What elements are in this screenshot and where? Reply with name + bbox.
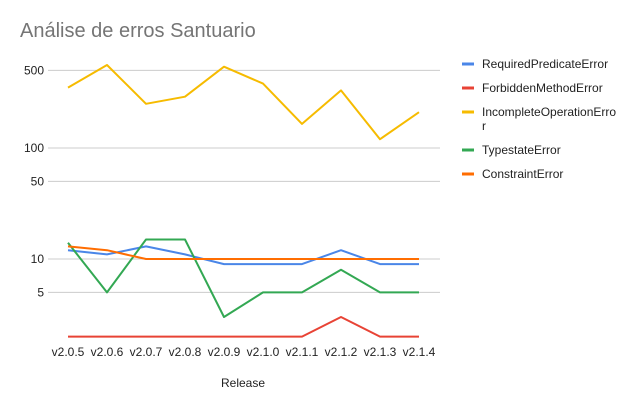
x-tick-label: v2.0.6 (91, 345, 124, 359)
x-tick-label: v2.1.1 (286, 345, 319, 359)
legend-item: TypestateError (462, 143, 561, 157)
series-line (67, 64, 420, 141)
x-axis-ticks: v2.0.5 v2.0.6 v2.0.7 v2.0.8 v2.0.9 v2.1.0 v2.1… (52, 345, 436, 359)
x-tick-label: v2.0.7 (130, 345, 163, 359)
x-axis-title: Release (221, 376, 265, 390)
y-tick-label: 100 (24, 141, 44, 155)
y-tick-label: 500 (24, 63, 44, 77)
legend-label: ForbiddenMethodError (482, 81, 603, 95)
series-line (68, 316, 419, 338)
x-tick-label: v2.1.2 (325, 345, 358, 359)
series-line (67, 245, 419, 260)
series-IncompleteOperationError (67, 64, 420, 141)
x-tick-label: v2.1.4 (403, 345, 436, 359)
x-tick-label: v2.1.3 (364, 345, 397, 359)
series-lines (67, 64, 420, 338)
legend-item: ConstraintError (462, 167, 563, 181)
legend-item: RequiredPredicateError (462, 57, 608, 71)
series-ForbiddenMethodError (67, 316, 420, 338)
y-tick-label: 10 (31, 252, 45, 266)
y-tick-label: 5 (37, 285, 44, 299)
legend-item: ForbiddenMethodError (462, 81, 603, 95)
legend-label: IncompleteOperationErro (482, 105, 616, 119)
y-tick-label: 50 (31, 174, 45, 188)
chart-title: Análise de erros Santuario (20, 20, 256, 42)
series-line (67, 245, 419, 266)
series-ConstraintError (67, 245, 420, 260)
legend-label: RequiredPredicateError (482, 57, 608, 71)
x-tick-label: v2.1.0 (247, 345, 280, 359)
series-line (67, 238, 419, 318)
legend-label: TypestateError (482, 143, 561, 157)
y-axis-ticks: 5 10 50 100 500 (24, 63, 44, 299)
x-tick-label: v2.0.5 (52, 345, 85, 359)
series-RequiredPredicateError (67, 245, 420, 266)
x-tick-label: v2.0.9 (208, 345, 241, 359)
legend: RequiredPredicateError ForbiddenMethodErr… (462, 57, 616, 181)
series-TypestateError (67, 238, 420, 318)
legend-label: ConstraintError (482, 167, 563, 181)
x-tick-label: v2.0.8 (169, 345, 202, 359)
legend-label: r (482, 119, 486, 133)
